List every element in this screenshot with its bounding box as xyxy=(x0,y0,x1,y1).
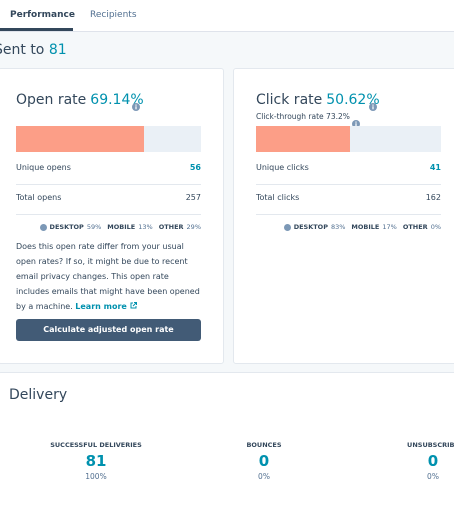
delivery-stat: UNSUBSCRIBE 0 0% xyxy=(373,441,454,481)
tab-bar: Performance Recipients xyxy=(0,0,454,32)
note: Does this open rate differ from your usu… xyxy=(16,239,201,314)
device-icon xyxy=(283,223,291,231)
divider xyxy=(16,184,201,185)
device-label: OTHER xyxy=(402,223,428,231)
device-label: MOBILE xyxy=(107,223,136,231)
external-icon xyxy=(127,302,137,311)
metric-subtitle: Click-through rate 73.2% xyxy=(256,112,350,121)
delivery-stat: BOUNCES 0 0% xyxy=(204,441,324,481)
device-label: DESKTOP xyxy=(49,223,84,231)
metric-card: Open rate 69.14% Unique opens 56 Total opens… xyxy=(0,68,224,364)
info-glyph xyxy=(132,103,140,111)
metric-rate: 69.14% xyxy=(90,92,144,108)
row-label: Unique opens xyxy=(16,163,71,172)
tab-underline xyxy=(0,28,73,31)
device-value: 83% xyxy=(330,223,346,231)
sent-to-label: Sent to xyxy=(0,42,45,58)
device-icon xyxy=(39,223,47,231)
stat-label: BOUNCES xyxy=(246,441,282,449)
stat-percent: 100% xyxy=(85,472,107,481)
row-label: Unique clicks xyxy=(256,163,309,172)
metric-title-text: Click rate xyxy=(256,92,323,108)
stat-value: 0 xyxy=(258,452,270,470)
device-value: 13% xyxy=(138,223,153,231)
stat-percent: 0% xyxy=(258,472,270,481)
metric-title: Click rate 50.62% xyxy=(256,92,380,108)
metric-title: Open rate 69.14% xyxy=(16,92,144,108)
sent-to-count: 81 xyxy=(48,42,67,58)
bar-fill xyxy=(256,126,350,152)
row-label: Total opens xyxy=(16,193,62,202)
row-value: 41 xyxy=(429,163,441,172)
info-icon xyxy=(132,96,140,115)
stat-label: SUCCESSFUL DELIVERIES xyxy=(50,441,142,449)
learn-more-link[interactable]: Learn more xyxy=(75,302,137,311)
calculate-button[interactable]: Calculate adjusted open rate xyxy=(16,319,201,341)
tab[interactable]: Recipients xyxy=(90,10,137,20)
row-label: Total clicks xyxy=(256,193,300,202)
metric-card: Click rate 50.62% Click-through rate 73.2%… xyxy=(233,68,454,364)
delivery-card: Delivery SUCCESSFUL DELIVERIES 81 100% BOUN… xyxy=(0,372,454,507)
device-label: OTHER xyxy=(158,223,184,231)
device-label: DESKTOP xyxy=(293,223,328,231)
row-value: 257 xyxy=(185,193,201,202)
divider xyxy=(256,214,441,215)
delivery-title: Delivery xyxy=(9,387,68,403)
metric-title-text: Open rate xyxy=(16,92,87,108)
stat-value: 81 xyxy=(85,452,107,470)
info-icon xyxy=(369,96,377,115)
stat-value: 0 xyxy=(427,452,439,470)
stat-percent: 0% xyxy=(427,472,439,481)
tab[interactable]: Performance xyxy=(10,10,75,20)
device-breakdown: DESKTOP 59% MOBILE 13% OTHER 29% xyxy=(39,223,201,231)
sent-to: Sent to 81 xyxy=(0,42,67,58)
row-value: 56 xyxy=(189,163,201,172)
divider xyxy=(256,184,441,185)
info-glyph xyxy=(369,103,377,111)
device-label: MOBILE xyxy=(351,223,380,231)
delivery-stat: SUCCESSFUL DELIVERIES 81 100% xyxy=(36,441,156,481)
stat-label: UNSUBSCRIBE xyxy=(407,441,454,449)
note-text: Does this open rate differ from your usu… xyxy=(16,242,200,311)
device-value: 29% xyxy=(186,223,201,231)
row-value: 162 xyxy=(425,193,441,202)
device-value: 0% xyxy=(430,223,441,231)
divider xyxy=(16,214,201,215)
device-value: 59% xyxy=(86,223,102,231)
device-breakdown: DESKTOP 83% MOBILE 17% OTHER 0% xyxy=(283,223,441,231)
bar-fill xyxy=(16,126,144,152)
metric-rate: 50.62% xyxy=(326,92,380,108)
device-value: 17% xyxy=(382,223,397,231)
